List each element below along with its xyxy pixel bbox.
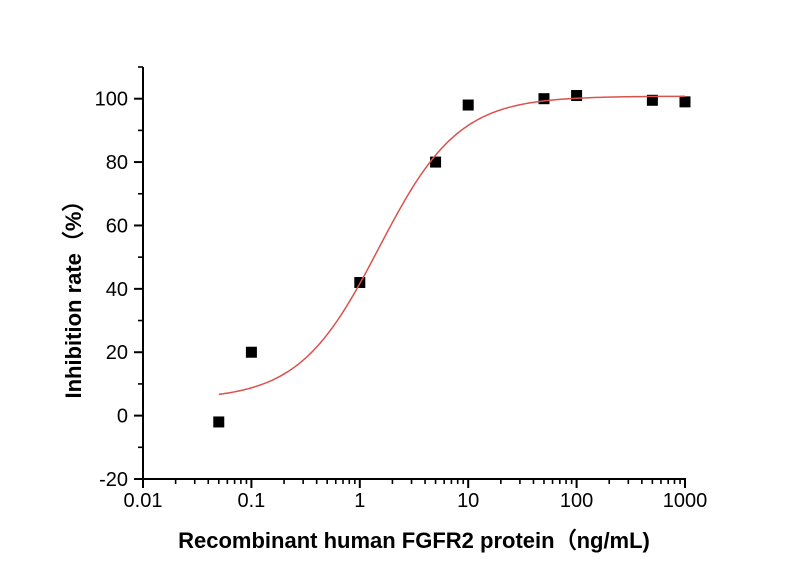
x-tick-label: 1000: [663, 490, 708, 512]
y-tick-label: 20: [106, 342, 128, 364]
y-tick-label: -20: [99, 469, 128, 491]
x-tick-label: 100: [560, 490, 593, 512]
data-point-marker: [462, 99, 474, 111]
x-tick-label: 10: [457, 490, 479, 512]
fit-curve: [218, 95, 686, 396]
data-point-marker: [213, 416, 225, 428]
data-point-marker: [538, 93, 550, 105]
y-tick-label: 60: [106, 215, 128, 237]
y-axis-title: Inhibition rate（%）: [61, 189, 86, 399]
data-point-marker: [245, 346, 257, 358]
x-tick-label: 0.01: [124, 490, 163, 512]
y-tick-label: 80: [106, 152, 128, 174]
data-point-marker: [430, 156, 442, 168]
data-point-marker: [571, 90, 583, 102]
x-axis-title: Recombinant human FGFR2 protein（ng/mL): [178, 528, 650, 553]
data-point-marker: [646, 94, 658, 106]
x-tick-label: 0.1: [237, 490, 265, 512]
data-point-marker: [679, 96, 691, 108]
y-tick-label: 100: [95, 89, 128, 111]
x-tick-label: 1: [354, 490, 365, 512]
y-tick-label: 40: [106, 279, 128, 301]
y-tick-label: 0: [117, 406, 128, 428]
